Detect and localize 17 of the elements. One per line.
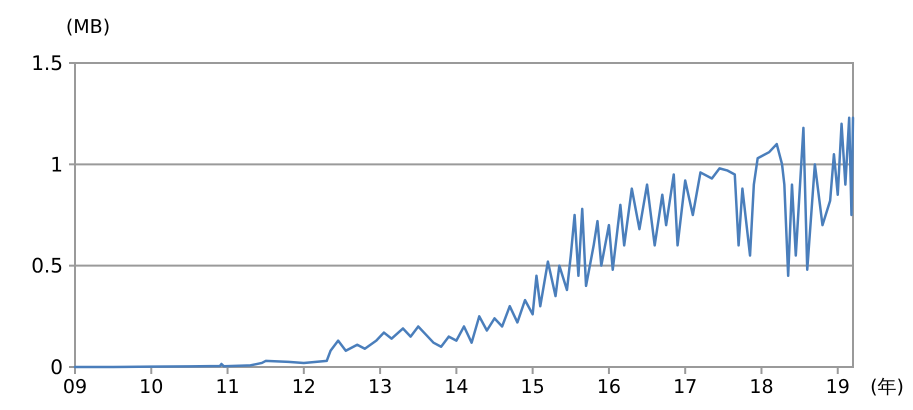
y-axis-title: (MB) — [66, 16, 110, 38]
x-tick-label: 13 — [368, 376, 392, 398]
x-tick-label: 18 — [749, 376, 774, 398]
x-tick-label: 14 — [444, 376, 468, 398]
x-tick-label: 10 — [139, 376, 164, 398]
y-tick-label: 1 — [50, 152, 63, 176]
y-tick-label: 1.5 — [31, 51, 63, 75]
x-tick-label: 11 — [215, 376, 240, 398]
x-tick-label: 19 — [826, 376, 850, 398]
y-tick-label: 0.5 — [31, 254, 63, 278]
x-tick-label: 12 — [292, 376, 316, 398]
x-axis-title: (年) — [870, 376, 904, 398]
x-tick-label: 15 — [520, 376, 545, 398]
y-tick-label: 0 — [50, 355, 63, 379]
x-tick-label: 17 — [673, 376, 698, 398]
x-tick-label: 16 — [596, 376, 622, 398]
x-tick-label: 09 — [62, 376, 88, 398]
